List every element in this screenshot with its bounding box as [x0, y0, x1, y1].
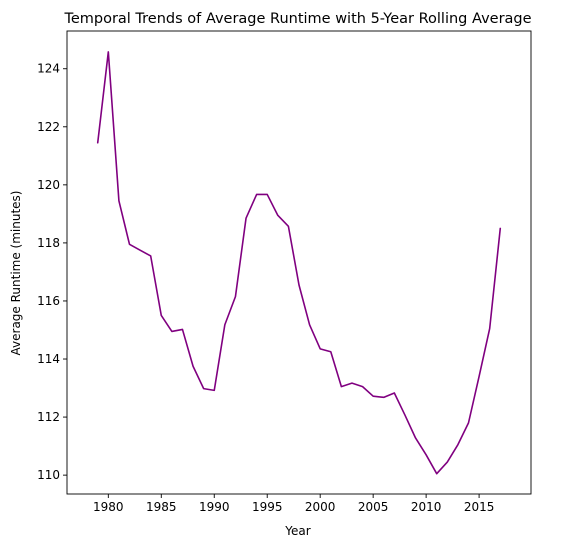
y-tick-label-124: 124 [37, 62, 60, 76]
y-tick-label-114: 114 [37, 352, 60, 366]
y-tick-label-120: 120 [37, 178, 60, 192]
data-line [96, 51, 502, 475]
y-tick-label-112: 112 [37, 410, 60, 424]
x-tick-label-2015: 2015 [464, 500, 495, 514]
x-axis-label: Year [284, 524, 310, 538]
y-tick-label-118: 118 [37, 236, 60, 250]
x-tick-label-1980: 1980 [93, 500, 124, 514]
x-tick-label-2005: 2005 [358, 500, 389, 514]
plot-area: 1980 1985 1990 1995 2000 2005 2010 2015 110 112 11… [37, 30, 532, 514]
x-tick-label-1995: 1995 [252, 500, 283, 514]
x-tick-label-2000: 2000 [305, 500, 336, 514]
x-tick-label-2010: 2010 [411, 500, 442, 514]
x-tick-label-1990: 1990 [199, 500, 230, 514]
y-axis-label: Average Runtime (minutes) [9, 191, 23, 356]
plot-frame [66, 30, 532, 495]
y-tick-label-122: 122 [37, 120, 60, 134]
y-tick-label-110: 110 [37, 468, 60, 482]
chart-title: Temporal Trends of Average Runtime with … [63, 11, 531, 27]
y-tick-label-116: 116 [37, 294, 60, 308]
x-tick-label-1985: 1985 [146, 500, 177, 514]
